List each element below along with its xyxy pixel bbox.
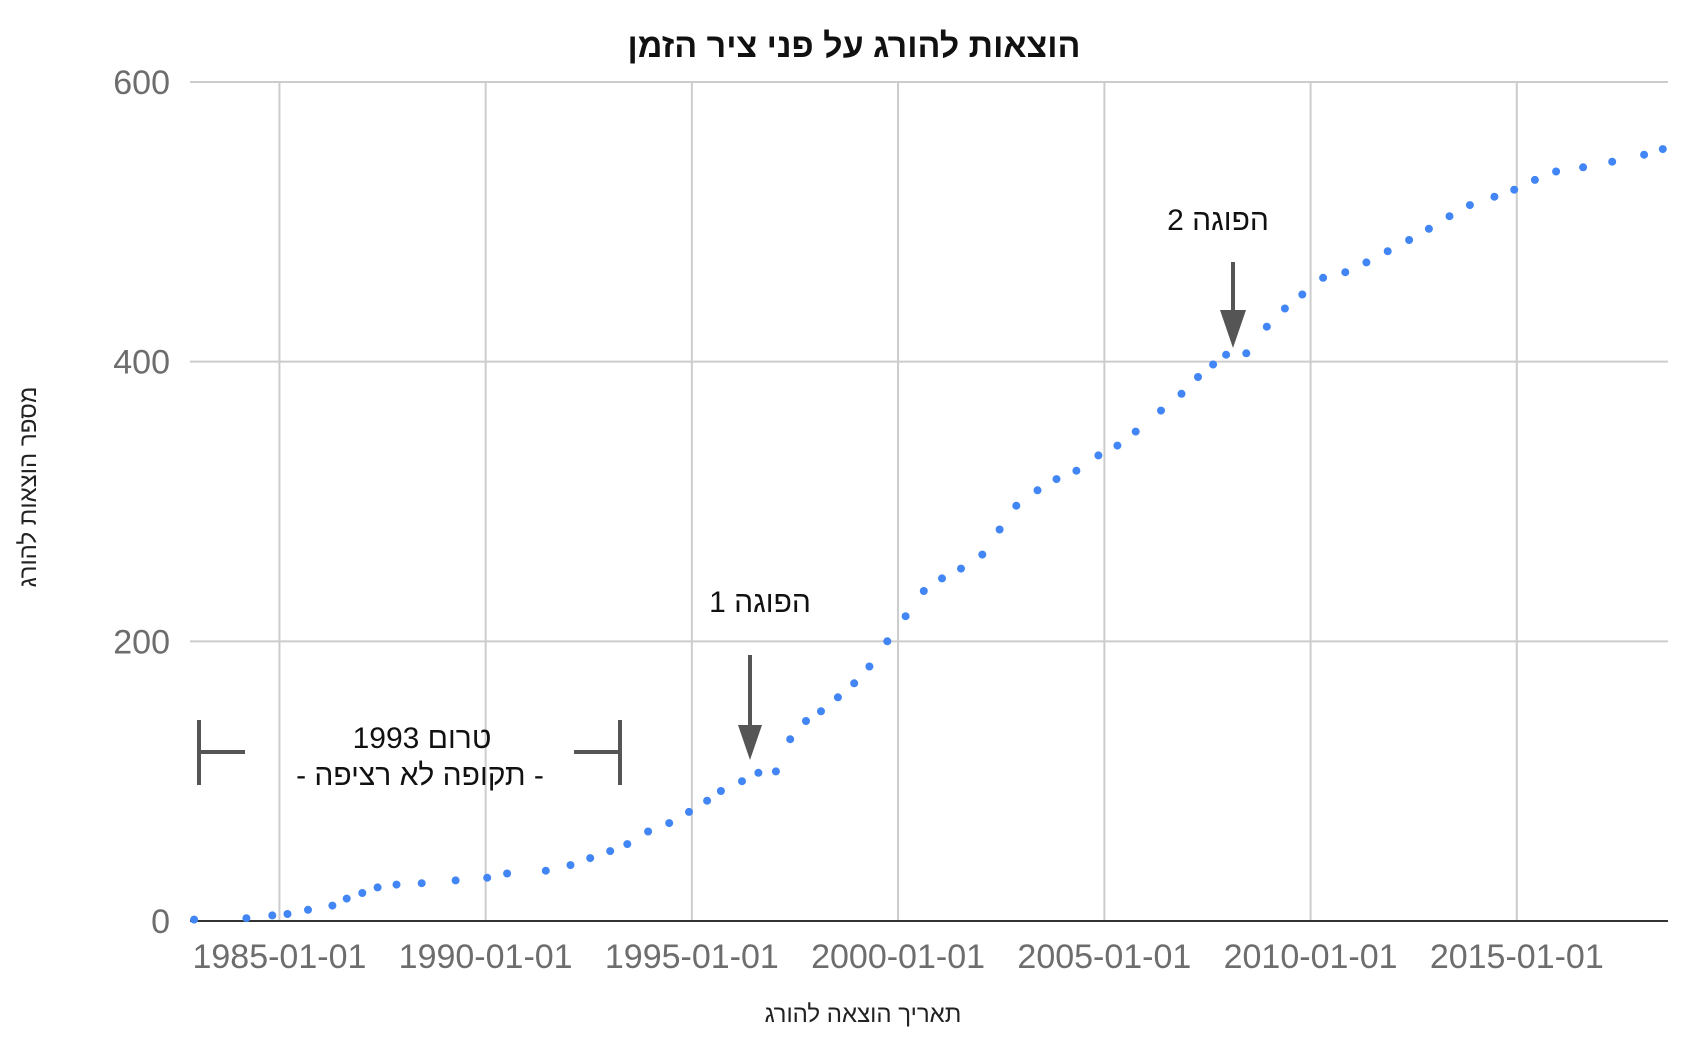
data-point <box>771 767 780 776</box>
data-point <box>190 915 199 924</box>
y-axis-title: מספר הוצאות להורג <box>15 387 42 588</box>
data-point <box>1405 236 1414 244</box>
data-point <box>1552 167 1561 176</box>
data-point <box>623 840 632 849</box>
data-point <box>1113 441 1122 450</box>
data-point <box>1033 486 1042 495</box>
data-point <box>1209 360 1218 369</box>
data-point <box>901 612 910 621</box>
data-point <box>1262 322 1271 331</box>
data-point <box>1341 268 1350 277</box>
y-tick-label: 0 <box>151 903 170 941</box>
data-point <box>1094 451 1103 460</box>
data-point <box>833 693 842 702</box>
y-tick-label: 400 <box>113 344 170 382</box>
data-point <box>850 679 859 688</box>
data-point <box>503 869 512 878</box>
data-point <box>1177 389 1186 398</box>
data-point <box>483 873 492 882</box>
data-point <box>1658 145 1667 154</box>
data-point <box>883 637 892 646</box>
data-point <box>1222 350 1231 359</box>
data-point <box>644 827 653 836</box>
x-tick-label: 2000-01-01 <box>811 938 985 976</box>
data-point <box>392 880 401 889</box>
data-point <box>1280 304 1289 313</box>
y-axis-ticks: 0 200 400 600 <box>113 64 170 941</box>
data-point <box>566 861 575 870</box>
data-point <box>1131 427 1140 436</box>
bracket-label-line-2: - תקופה לא רציפה - <box>296 759 544 792</box>
data-point <box>1465 201 1474 210</box>
x-tick-label: 2010-01-01 <box>1224 938 1398 976</box>
x-tick-label: 1995-01-01 <box>605 938 779 976</box>
data-point <box>1530 175 1539 184</box>
data-point <box>1608 157 1617 166</box>
data-series <box>190 145 1667 924</box>
data-point <box>606 847 615 856</box>
data-point <box>817 707 825 716</box>
data-point <box>342 894 351 903</box>
x-tick-label: 1985-01-01 <box>192 938 366 976</box>
data-point <box>865 662 874 671</box>
x-tick-label: 2015-01-01 <box>1430 938 1604 976</box>
annotation-pause-1-label: הפוגה 1 <box>709 586 811 619</box>
data-point <box>1052 475 1061 484</box>
data-point <box>1157 406 1165 415</box>
data-point <box>703 796 712 805</box>
data-point <box>1424 224 1433 233</box>
data-point <box>451 876 460 885</box>
x-tick-label: 1990-01-01 <box>399 938 573 976</box>
data-point <box>1362 258 1371 267</box>
bracket-label-line-1: טרום 1993 <box>353 722 492 755</box>
data-point <box>957 564 965 573</box>
data-point <box>586 854 595 863</box>
data-point <box>1490 192 1499 201</box>
data-point <box>919 587 928 595</box>
data-point <box>1194 373 1202 381</box>
gridlines <box>190 81 1668 921</box>
data-point <box>304 905 312 914</box>
annotation-pause-1-arrowhead <box>738 725 762 760</box>
data-point <box>1383 247 1392 256</box>
data-point <box>358 889 367 897</box>
data-point <box>283 910 292 918</box>
data-point <box>1510 185 1519 194</box>
data-point <box>541 866 550 875</box>
y-tick-label: 200 <box>113 623 170 661</box>
data-point <box>978 550 987 559</box>
data-point <box>1640 150 1649 159</box>
data-point <box>786 735 795 744</box>
data-point <box>373 883 382 892</box>
y-tick-label: 600 <box>113 64 170 102</box>
data-point <box>1072 466 1081 475</box>
data-point <box>938 574 946 583</box>
data-point <box>1242 349 1251 358</box>
chart-title: הוצאות להורג על פני ציר הזמן <box>628 27 1081 65</box>
data-point <box>754 768 763 777</box>
data-point <box>665 819 674 828</box>
data-point <box>328 901 337 910</box>
x-axis-ticks: 1985-01-01 1990-01-01 1995-01-01 2000-01-01… <box>192 938 1603 976</box>
data-point <box>1319 273 1328 282</box>
data-point <box>1012 501 1021 510</box>
annotation-pause-2-label: הפוגה 2 <box>1167 204 1269 237</box>
annotation-pause-2-arrowhead <box>1220 310 1246 348</box>
data-point <box>242 914 251 923</box>
data-point <box>417 879 426 888</box>
data-point <box>716 787 725 795</box>
data-point <box>1579 163 1588 172</box>
x-tick-label: 2005-01-01 <box>1017 938 1191 976</box>
data-point <box>1298 290 1307 299</box>
data-point <box>995 525 1004 534</box>
x-axis-title: תאריך הוצאה להורג <box>765 1001 962 1028</box>
data-point <box>268 911 277 920</box>
data-point <box>1445 212 1454 221</box>
annotations: הפוגה 1 הפוגה 2 טרום 1993 - תקופה לא רצי… <box>197 204 1269 792</box>
data-point <box>738 777 746 786</box>
data-point <box>802 717 810 725</box>
data-point <box>685 807 693 816</box>
